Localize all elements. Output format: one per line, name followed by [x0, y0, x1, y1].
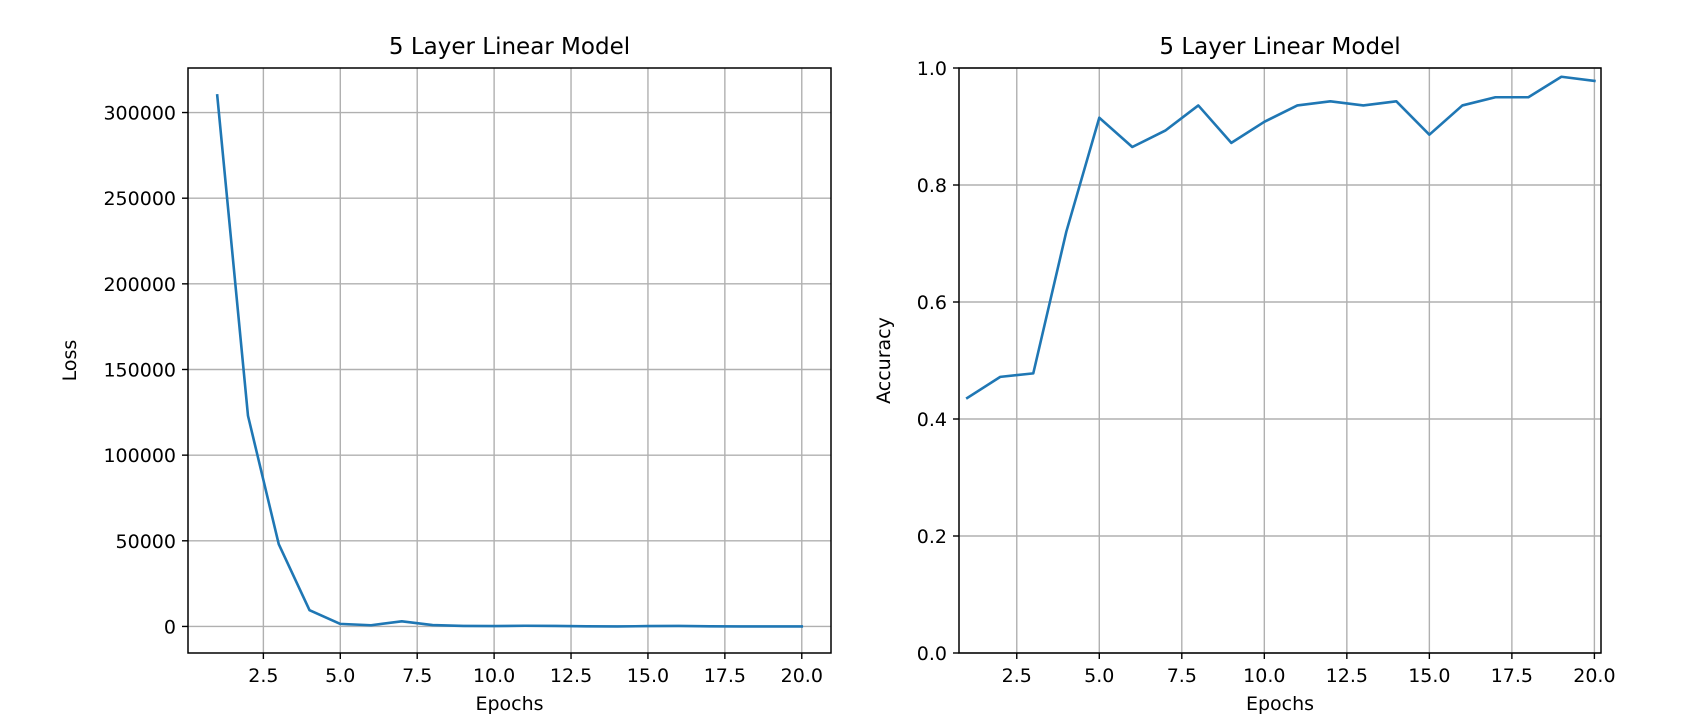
loss-y-tick-label: 100000 — [103, 445, 176, 467]
accuracy-chart-y-axis-label: Accuracy — [873, 317, 895, 404]
loss-chart-y-axis-label: Loss — [59, 340, 81, 382]
loss-series-line — [215, 93, 804, 628]
loss-x-tick-label: 10.0 — [473, 665, 515, 687]
loss-y-tick-label: 200000 — [103, 274, 176, 296]
accuracy-chart-title: 5 Layer Linear Model — [1159, 34, 1400, 60]
accuracy-y-tick-label: 0.2 — [917, 526, 947, 548]
accuracy-y-tick-label: 1.0 — [917, 58, 947, 80]
accuracy-x-tick-label: 5.0 — [1084, 665, 1114, 687]
accuracy-chart-plot-area — [958, 67, 1602, 654]
loss-chart-ticks: 2.5 5.0 7.5 10.0 12.5 15.0 17.5 20.0 0 50000 10000… — [103, 103, 822, 687]
loss-x-tick-label: 20.0 — [781, 665, 823, 687]
loss-y-tick-label: 150000 — [103, 359, 176, 381]
loss-x-tick-label: 12.5 — [550, 665, 592, 687]
accuracy-x-tick-label: 2.5 — [1002, 665, 1032, 687]
loss-x-tick-label: 7.5 — [402, 665, 432, 687]
loss-y-tick-label: 250000 — [103, 188, 176, 210]
accuracy-chart-grid — [959, 67, 1601, 654]
loss-x-tick-label: 2.5 — [248, 665, 278, 687]
accuracy-x-tick-label: 17.5 — [1491, 665, 1533, 687]
loss-chart-x-axis-label: Epochs — [475, 693, 543, 715]
loss-chart-title: 5 Layer Linear Model — [389, 34, 630, 60]
loss-y-tick-label: 300000 — [103, 103, 176, 125]
accuracy-y-tick-label: 0.8 — [917, 175, 947, 197]
accuracy-x-tick-label: 12.5 — [1326, 665, 1368, 687]
accuracy-y-tick-label: 0.0 — [917, 643, 947, 665]
accuracy-chart-ticks: 2.5 5.0 7.5 10.0 12.5 15.0 17.5 20.0 0.0 0.2 0.4 0.… — [917, 58, 1616, 687]
loss-x-tick-label: 15.0 — [627, 665, 669, 687]
loss-y-tick-label: 0 — [164, 616, 176, 638]
accuracy-x-tick-label: 20.0 — [1573, 665, 1615, 687]
loss-chart-grid — [188, 68, 831, 653]
loss-x-tick-label: 5.0 — [325, 665, 355, 687]
accuracy-chart-x-axis-label: Epochs — [1246, 693, 1314, 715]
loss-chart: 2.5 5.0 7.5 10.0 12.5 15.0 17.5 20.0 0 50000 10000… — [59, 34, 832, 715]
accuracy-x-tick-label: 7.5 — [1167, 665, 1197, 687]
accuracy-y-tick-label: 0.6 — [917, 292, 947, 314]
accuracy-series-line — [965, 75, 1596, 400]
loss-y-tick-label: 50000 — [116, 531, 176, 553]
accuracy-y-tick-label: 0.4 — [917, 409, 947, 431]
loss-x-tick-label: 17.5 — [704, 665, 746, 687]
loss-chart-plot-area — [187, 67, 832, 654]
accuracy-chart: 2.5 5.0 7.5 10.0 12.5 15.0 17.5 20.0 0.0 0.2 0.4 0.… — [873, 34, 1616, 715]
accuracy-x-tick-label: 15.0 — [1408, 665, 1450, 687]
accuracy-x-tick-label: 10.0 — [1243, 665, 1285, 687]
